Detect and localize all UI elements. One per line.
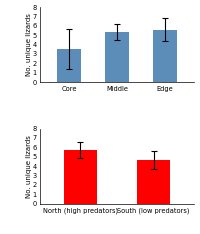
Bar (153, 29, 177, 82)
Bar (137, 160, 170, 204)
Bar (64, 150, 97, 204)
Bar (105, 32, 129, 82)
Y-axis label: No. unique lizards: No. unique lizards (26, 13, 32, 76)
Y-axis label: No. unique lizards: No. unique lizards (26, 135, 32, 197)
Bar (57, 49, 81, 82)
